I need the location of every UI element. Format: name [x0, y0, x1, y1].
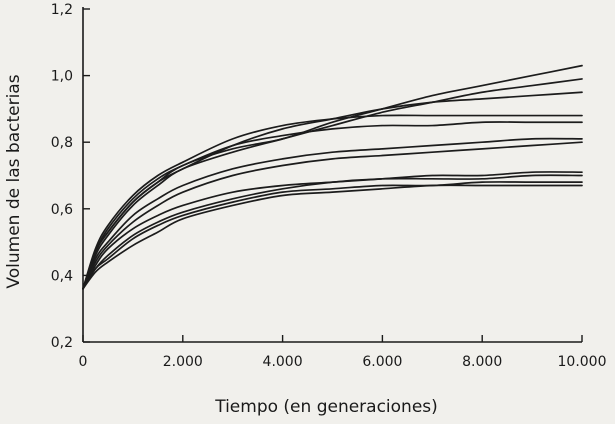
series-line-6 — [82, 137, 583, 290]
x-tick-label: 0 — [79, 354, 88, 370]
series-line-7 — [82, 141, 583, 290]
x-axis-title: Tiempo (en generaciones) — [214, 397, 438, 417]
series-line-8 — [82, 171, 583, 290]
y-tick-label: 0,6 — [51, 202, 73, 218]
y-tick-label: 1,0 — [51, 69, 73, 85]
x-ticks: 0 2.000 4.000 6.000 8.000 10.000 — [79, 335, 607, 370]
axes-layer — [82, 7, 582, 343]
y-tick-label: 0,4 — [51, 268, 73, 284]
series-line-3 — [82, 91, 583, 290]
x-tick-label: 2.000 — [163, 354, 203, 370]
series-line-4 — [82, 114, 583, 290]
y-tick-label: 1,2 — [51, 2, 73, 18]
x-tick-label: 4.000 — [263, 354, 303, 370]
y-axis-title: Volumen de las bacterias — [4, 74, 24, 288]
series-line-2 — [82, 78, 583, 290]
y-tick-label: 0,8 — [51, 135, 73, 151]
series-line-10 — [82, 181, 583, 290]
series-layer — [82, 64, 583, 290]
x-tick-label: 10.000 — [558, 354, 607, 370]
x-tick-label: 6.000 — [362, 354, 402, 370]
y-tick-label: 0,2 — [51, 335, 73, 351]
y-ticks: 0,2 0,4 0,6 0,8 1,0 1,2 — [51, 2, 90, 351]
x-tick-label: 8.000 — [462, 354, 502, 370]
series-line-9 — [82, 174, 583, 290]
series-line-11 — [82, 184, 583, 290]
series-line-5 — [82, 121, 583, 290]
